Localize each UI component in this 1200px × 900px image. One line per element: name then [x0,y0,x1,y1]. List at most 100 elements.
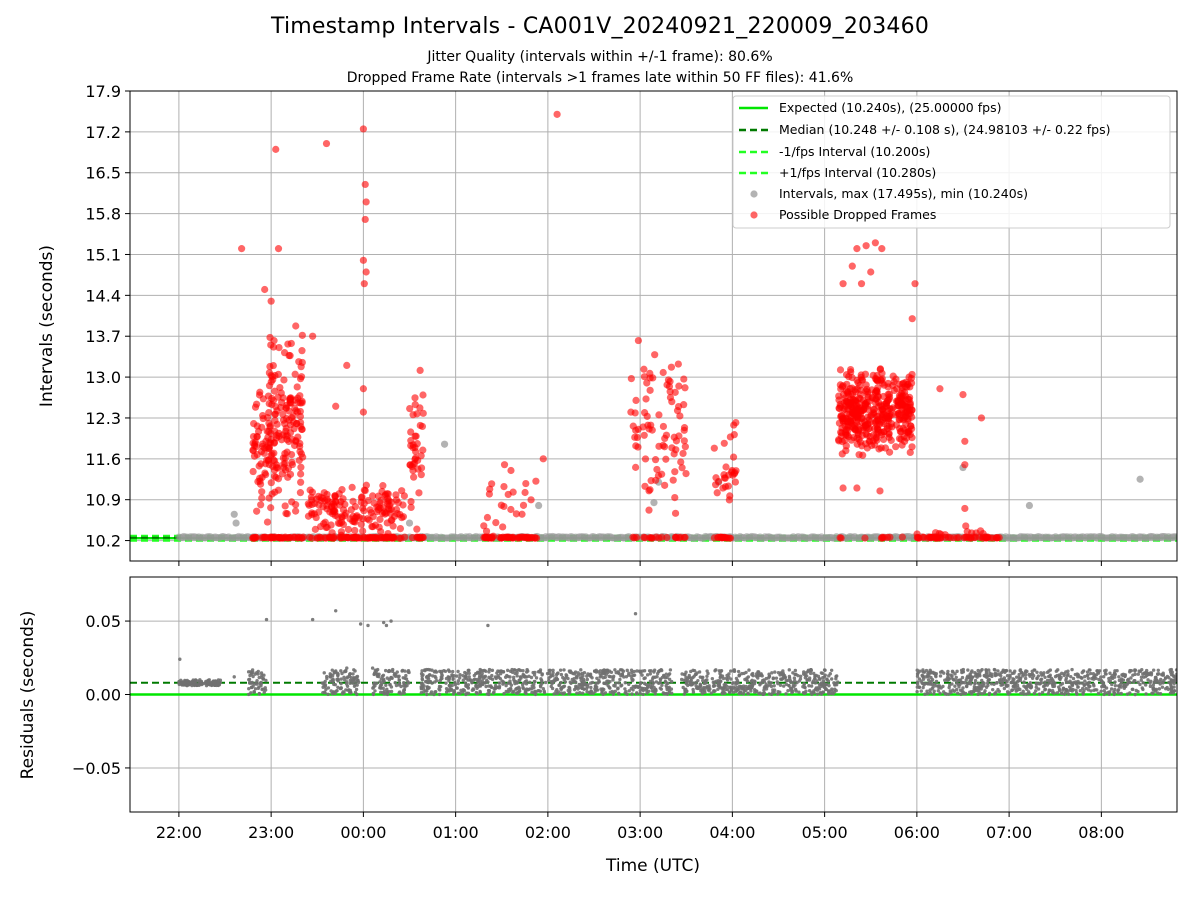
residual-point [1148,681,1152,685]
residual-point [1133,669,1137,673]
residual-point [1039,677,1044,681]
dropped-frame-point [892,443,900,451]
residual-point [352,668,356,672]
residual-point [1157,687,1162,691]
dropped-frame-outlier-point [962,522,970,530]
residual-point [719,669,724,673]
dropped-frame-point [835,396,843,404]
dropped-frame-point [378,509,386,517]
residual-point [636,685,640,689]
top-y-tick-label: 17.9 [85,82,121,101]
dropped-frame-point [274,486,283,494]
dropped-frame-outlier-point [332,402,340,410]
residual-point [464,675,468,679]
residual-point [506,668,510,673]
dropped-frame-point [632,463,640,471]
dropped-frame-point [419,409,427,417]
residual-point [540,672,544,676]
bottom-y-tick-label: 0.00 [85,686,121,705]
residual-point [572,672,577,676]
dropped-frame-point [394,499,402,507]
residual-point [821,690,826,695]
dropped-frame-point [850,434,858,442]
residual-point [749,686,754,690]
residual-point [999,683,1003,687]
residual-point [480,671,484,676]
residual-point [631,684,635,689]
dropped-frame-point [651,351,659,359]
dropped-frame-point [384,490,392,498]
residual-point [1034,681,1039,685]
residual-point [817,687,822,691]
residual-outlier-point [389,619,393,623]
residual-point [534,676,539,680]
residual-point [948,689,952,693]
dropped-frame-outlier-point [876,487,884,495]
residual-point [654,680,659,684]
residual-point [532,682,536,687]
dropped-frame-outlier-point [961,437,969,445]
dropped-frame-point [720,474,729,482]
dropped-frame-point [732,419,740,427]
residual-point [521,685,525,690]
residual-point [428,673,432,677]
residual-point [579,668,583,672]
dropped-frame-point [858,418,866,426]
residual-point [517,687,522,691]
residual-point [426,667,431,672]
dropped-frame-point [729,453,738,461]
residual-point [1091,682,1096,686]
residual-point [807,684,811,688]
residual-point [461,673,465,678]
residual-point [264,678,268,683]
residual-point [705,674,709,678]
residual-point [502,691,506,696]
dropped-frame-point [896,416,904,424]
dropped-frame-point [640,431,648,439]
dropped-frame-point [297,363,305,371]
residual-point [330,678,335,683]
dropped-frame-point [500,482,508,491]
dropped-frame-point [317,534,325,542]
residual-point [921,677,926,681]
residual-point [829,668,834,673]
residual-point [1099,678,1103,683]
dropped-frame-point [258,494,266,502]
residual-point [1015,680,1020,684]
residual-point [929,670,933,674]
residual-point [547,676,551,680]
residual-point [247,681,252,685]
dropped-frame-point [713,489,721,497]
residual-point [390,669,395,674]
residual-point [734,680,739,685]
residual-point [419,681,424,686]
dropped-frame-point [679,449,687,458]
dropped-frame-point [847,418,855,426]
residual-point [981,680,985,685]
residual-point [1066,669,1070,673]
dropped-frame-point [955,534,963,542]
residual-point [834,683,839,687]
dropped-frame-point [369,492,377,500]
dropped-frame-point [726,433,734,441]
residual-point [508,679,512,683]
residual-point [822,668,827,672]
dropped-frame-point [836,402,845,410]
residual-point [822,684,827,689]
residual-point [959,692,963,696]
residual-point [448,686,452,691]
residual-outlier-point [310,617,315,622]
residual-point [1100,684,1104,689]
dropped-frame-point [389,522,397,530]
dropped-frame-point [671,494,679,502]
residual-point [686,683,690,688]
residual-point [353,690,358,695]
residual-point [918,669,922,673]
residual-point [324,687,328,692]
residual-point [689,676,693,680]
residual-point [1060,691,1064,696]
dropped-frame-point [864,388,872,396]
residual-point [759,672,763,676]
dropped-frame-point [411,443,419,452]
dropped-frame-point [864,425,873,433]
